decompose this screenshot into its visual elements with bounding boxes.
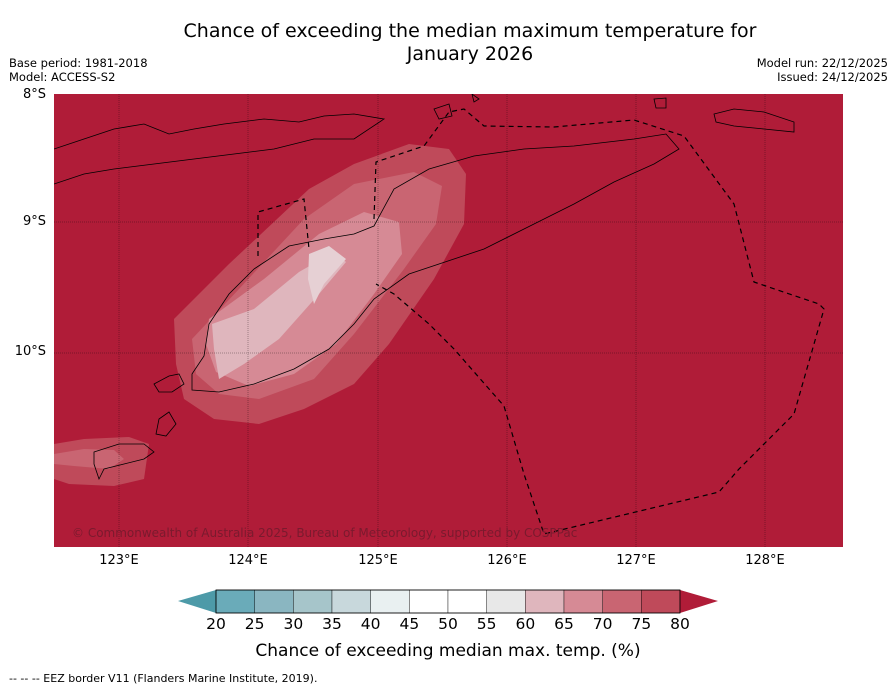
colorbar-cell: [215, 589, 255, 614]
coastlines: [54, 94, 795, 481]
colorbar-cell: [293, 589, 333, 614]
colorbar-label: 40: [360, 615, 381, 633]
meta-left: Base period: 1981-2018 Model: ACCESS-S2: [9, 56, 148, 84]
colorbar-label: 65: [554, 615, 574, 633]
colorbar-cell: [370, 589, 410, 614]
colorbar-cell: [525, 589, 565, 614]
colorbar-label: 45: [399, 615, 420, 633]
graticule: [54, 94, 843, 547]
title-line-2: January 2026: [406, 43, 534, 65]
colorbar-cell: [486, 589, 526, 614]
colorbar-label: 20: [206, 615, 226, 633]
colorbar-cell: [331, 589, 371, 614]
lat-label: 8°S: [22, 87, 46, 102]
colorbar-cell: [563, 589, 603, 614]
copyright-notice: © Commonwealth of Australia 2025, Bureau…: [72, 526, 578, 540]
map-svg: [54, 94, 843, 547]
lat-label: 9°S: [22, 214, 46, 229]
colorbar-extend-high: [680, 590, 718, 613]
colorbar-cells: [215, 589, 681, 614]
colorbar-cell: [447, 589, 487, 614]
small-island: [653, 97, 667, 109]
colorbar-label: 55: [476, 615, 497, 633]
rote-island: [93, 443, 155, 481]
lat-label: 10°S: [14, 344, 46, 359]
colorbar-label: 35: [322, 615, 342, 633]
timor-coast: [191, 133, 680, 393]
footnote: -- -- -- EEZ border V11 (Flanders Marine…: [9, 672, 318, 685]
lon-label: 127°E: [616, 553, 656, 568]
meta-right: Model run: 22/12/2025 Issued: 24/12/2025: [757, 56, 888, 84]
colorbar-label: 70: [592, 615, 613, 633]
small-island: [471, 94, 480, 103]
colorbar-extend-low: [178, 590, 216, 613]
contour-55: [308, 246, 346, 304]
colorbar-label: 30: [283, 615, 304, 633]
lon-label: 123°E: [99, 553, 139, 568]
colorbar: [178, 589, 718, 614]
lon-label: 126°E: [487, 553, 527, 568]
title-line-1: Chance of exceeding the median maximum t…: [183, 20, 757, 42]
colorbar-frame: [215, 589, 681, 614]
wetar-island: [713, 108, 795, 133]
small-island: [433, 103, 453, 120]
issued-date: Issued: 24/12/2025: [777, 70, 888, 84]
alor-islands: [54, 113, 386, 185]
model-name: Model: ACCESS-S2: [9, 70, 116, 84]
colorbar-title: Chance of exceeding median max. temp. (%…: [255, 641, 641, 661]
eez-border: [257, 108, 825, 535]
semau-island: [155, 411, 177, 437]
lon-label: 125°E: [358, 553, 398, 568]
colorbar-cell: [641, 589, 681, 614]
model-run: Model run: 22/12/2025: [756, 56, 888, 70]
map-area: © Commonwealth of Australia 2025, Bureau…: [54, 94, 843, 547]
colorbar-label: 25: [244, 615, 265, 633]
contour-70: [54, 449, 124, 469]
colorbar-label: 80: [670, 615, 690, 633]
colorbar-cell: [254, 589, 294, 614]
colorbar-cell: [602, 589, 642, 614]
colorbar-label: 75: [631, 615, 652, 633]
lon-label: 128°E: [745, 553, 785, 568]
lon-label: 124°E: [228, 553, 268, 568]
kupang-area: [153, 373, 185, 393]
map-title: Chance of exceeding the median maximum t…: [120, 20, 820, 66]
base-period: Base period: 1981-2018: [9, 56, 148, 70]
colorbar-label: 60: [515, 615, 536, 633]
colorbar-cell: [409, 589, 449, 614]
colorbar-label: 50: [438, 615, 458, 633]
